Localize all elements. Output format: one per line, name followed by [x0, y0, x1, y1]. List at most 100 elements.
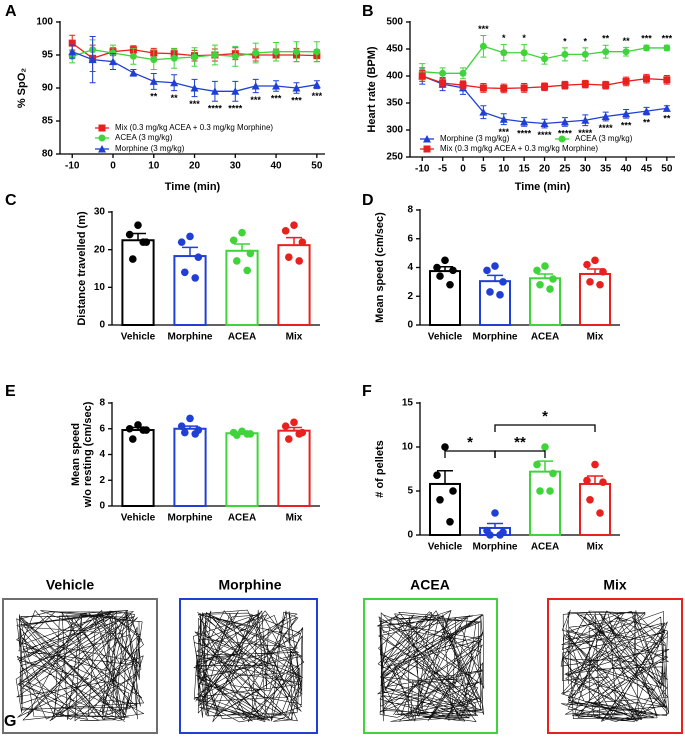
marker: [500, 49, 508, 57]
error-bar: [587, 268, 603, 274]
data-point: [549, 469, 557, 478]
marker: [662, 104, 671, 112]
bar: [173, 255, 207, 327]
marker: [602, 48, 610, 56]
significance: *: [584, 36, 588, 46]
y-tick-label: 2: [99, 475, 105, 486]
marker: [602, 81, 610, 89]
y-tick-label: 0: [407, 530, 413, 541]
data-point: [177, 238, 186, 246]
legend-label: Mix (0.3 mg/kg ACEA + 0.3 mg/kg Morphine…: [115, 123, 273, 132]
y-tick-label: 10: [402, 442, 414, 453]
marker: [231, 52, 239, 60]
marker: [581, 116, 590, 124]
y-tick-label: 300: [386, 125, 403, 136]
marker: [541, 83, 549, 91]
data-point: [541, 262, 549, 270]
bar: [529, 277, 561, 326]
marker: [292, 48, 300, 56]
data-point: [549, 275, 557, 283]
marker: [98, 134, 106, 142]
marker: [560, 117, 569, 126]
data-point: [433, 263, 441, 272]
significance: ***: [499, 127, 510, 137]
significance: **: [663, 113, 671, 123]
bar: [225, 249, 259, 326]
marker: [150, 56, 158, 64]
data-point: [499, 278, 507, 286]
marker: [88, 55, 97, 64]
y-axis-label: % SpO₂: [16, 68, 28, 108]
marker: [149, 77, 158, 85]
data-point: [591, 460, 599, 469]
bar: [277, 244, 311, 326]
marker: [581, 50, 589, 58]
marker: [601, 112, 610, 120]
error-bar: [182, 246, 198, 257]
data-point: [599, 478, 607, 487]
significance: ***: [478, 24, 489, 34]
marker: [558, 135, 566, 143]
y-tick-label: 20: [94, 244, 106, 255]
marker: [313, 48, 321, 56]
marker: [170, 78, 179, 87]
group-label: Vehicle: [46, 577, 94, 593]
trajectory: [377, 610, 485, 722]
x-tick-label: Mix: [587, 542, 604, 553]
x-tick-label: 10: [148, 161, 160, 172]
error-bar: [537, 460, 553, 472]
data-point: [298, 238, 307, 246]
x-tick-label: 15: [519, 164, 531, 175]
x-tick-label: Vehicle: [121, 513, 156, 524]
marker: [500, 84, 508, 92]
significance: **: [602, 34, 610, 44]
significance: ***: [312, 91, 323, 101]
y-tick-label: 90: [42, 83, 54, 94]
marker: [98, 124, 106, 132]
y-tick-label: 95: [42, 50, 54, 61]
marker: [231, 87, 240, 95]
group-label: ACEA: [410, 577, 450, 593]
bar: [429, 270, 461, 326]
error-bar: [587, 475, 603, 484]
marker: [663, 44, 671, 52]
marker: [642, 107, 651, 115]
significance: *: [502, 33, 506, 43]
data-point: [596, 280, 604, 289]
y-tick-label: 4: [99, 449, 105, 460]
marker: [109, 57, 117, 66]
significance: ****: [208, 104, 223, 114]
x-tick-label: ACEA: [531, 542, 559, 553]
x-tick-label: -10: [415, 164, 430, 175]
bar: [579, 272, 611, 326]
y-tick-label: 2: [407, 291, 413, 302]
data-point: [290, 221, 298, 229]
significance: ****: [558, 129, 573, 139]
panel-letter: C: [5, 192, 17, 209]
marker: [211, 51, 219, 59]
marker: [68, 39, 76, 47]
marker: [663, 76, 671, 84]
marker: [251, 82, 260, 90]
significance-bracket: [444, 450, 496, 458]
x-tick-label: 45: [641, 164, 653, 175]
marker: [423, 135, 431, 143]
significance: ****: [578, 128, 593, 138]
significance: ***: [250, 95, 261, 105]
significance: ***: [189, 99, 200, 109]
x-tick-label: 20: [539, 164, 551, 175]
data-point: [243, 430, 251, 438]
bar: [173, 427, 207, 507]
data-point: [486, 531, 494, 539]
x-tick-label: ACEA: [228, 513, 256, 524]
y-tick-label: 350: [386, 98, 403, 109]
data-point: [246, 249, 255, 258]
x-tick-label: Morphine: [168, 332, 213, 343]
marker: [479, 108, 488, 116]
data-point: [441, 256, 449, 265]
significance: ***: [662, 34, 673, 44]
y-tick-label: 85: [42, 116, 54, 127]
data-point: [243, 266, 251, 275]
significance: ****: [228, 104, 243, 114]
